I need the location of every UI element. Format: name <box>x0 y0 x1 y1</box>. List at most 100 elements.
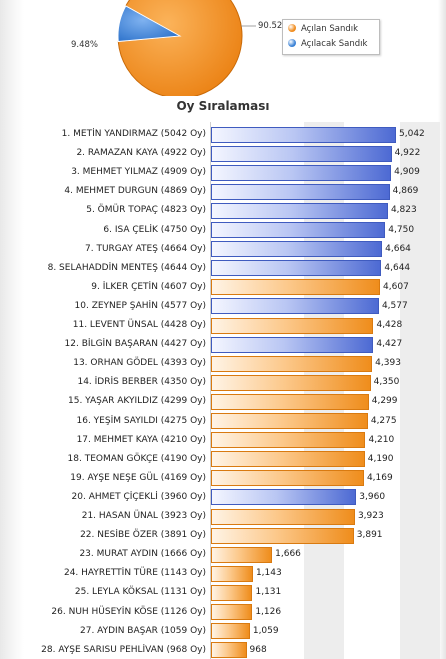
bar-value-label: 968 <box>249 644 267 655</box>
bar <box>211 489 357 506</box>
bar <box>211 183 390 200</box>
bar-value-label: 1,059 <box>252 625 279 636</box>
bar <box>211 222 386 238</box>
bar <box>211 298 379 315</box>
y-axis-line <box>210 122 211 659</box>
bar-label: 10. ZEYNEP ŞAHİN (4577 Oy) <box>74 300 206 311</box>
bar-value-label: 4,393 <box>375 358 401 369</box>
bar-label: 27. AYDIN BAŞAR (1059 Oy) <box>80 625 206 636</box>
legend-swatch-blue <box>288 39 296 47</box>
bar <box>211 317 374 334</box>
bar-label: 25. LEYLA KÖKSAL (1131 Oy) <box>74 587 206 598</box>
bar <box>211 336 374 353</box>
pie-label-opened: 90.52 <box>258 21 283 31</box>
bar-label: 4. MEHMET DURGUN (4869 Oy) <box>64 186 206 197</box>
pie-slice-opened <box>117 0 243 99</box>
bar-value-label: 1,126 <box>255 606 282 617</box>
bar-label: 1. METİN YANDIRMAZ (5042 Oy) <box>61 129 206 139</box>
bar-label: 8. SELAHADDİN MENTEŞ (4644 Oy) <box>47 262 206 273</box>
bar <box>211 642 247 659</box>
bar-label: 14. İDRİS BERBER (4350 Oy) <box>77 377 206 388</box>
bar <box>211 202 388 219</box>
bar-label: 2. RAMAZAN KAYA (4922 Oy) <box>76 148 206 159</box>
bar <box>211 393 369 410</box>
pie-chart-area: 90.52 9.48% Açılan Sandık Açılacak Sandı… <box>0 0 446 99</box>
bar-label: 13. ORHAN GÖDEL (4393 Oy) <box>73 358 206 369</box>
bar-value-label: 4,428 <box>376 320 403 330</box>
bar-value-label: 1,143 <box>255 568 282 579</box>
bar-label: 3. MEHMET YILMAZ (4909 Oy) <box>71 167 206 178</box>
chart-title: Oy Sıralaması <box>176 99 270 113</box>
bar <box>211 413 368 429</box>
bar-value-label: 4,577 <box>381 300 408 311</box>
bar-label: 23. MURAT AYDIN (1666 Oy) <box>79 549 206 560</box>
bar-label: 21. HASAN ÜNAL (3923 Oy) <box>81 511 206 521</box>
bar-value-label: 1,666 <box>275 549 301 560</box>
bar-label: 5. ÖMÜR TOPAÇ (4823 Oy) <box>86 205 206 216</box>
bar <box>211 432 366 449</box>
bar <box>211 565 253 582</box>
bar <box>211 279 381 296</box>
bar-value-label: 1,131 <box>255 587 282 598</box>
bar-label: 20. AHMET ÇİÇEKLİ (3960 Oy) <box>71 491 206 502</box>
page-left-shadow <box>0 0 24 659</box>
bar-label: 22. NESİBE ÖZER (3891 Oy) <box>80 530 206 541</box>
bar <box>211 546 273 563</box>
bar-value-label: 4,664 <box>385 243 411 254</box>
bar-label: 7. TURGAY ATEŞ (4664 Oy) <box>85 243 206 254</box>
bar-value-label: 4,190 <box>367 453 394 464</box>
bar <box>211 508 355 525</box>
bar-value-label: 4,823 <box>390 205 417 216</box>
bar-value-label: 4,909 <box>394 167 420 178</box>
legend-item-opened: Açılan Sandık <box>288 23 358 35</box>
bar-value-label: 4,350 <box>373 377 400 388</box>
pie-slice-pending <box>117 5 182 43</box>
bar-label: 17. MEHMET KAYA (4210 Oy) <box>76 434 206 445</box>
bar-value-label: 3,960 <box>359 491 386 502</box>
page-right-edge <box>438 0 446 659</box>
bar-value-label: 5,042 <box>399 129 425 139</box>
bar <box>211 623 250 640</box>
bar <box>211 164 392 181</box>
bar <box>211 241 383 258</box>
bar-label: 11. LEVENT ÜNSAL (4428 Oy) <box>72 320 206 330</box>
bar-value-label: 4,427 <box>376 339 403 350</box>
bar <box>211 260 382 277</box>
bar-value-label: 4,922 <box>394 148 421 159</box>
bar <box>211 374 371 391</box>
bar-label: 16. YEŞİM SAYILDI (4275 Oy) <box>76 415 207 426</box>
legend-label-opened: Açılan Sandık <box>301 24 359 34</box>
legend-item-pending: Açılacak Sandık <box>288 38 367 50</box>
bar-value-label: 3,891 <box>356 530 383 541</box>
bar-value-label: 4,869 <box>392 186 419 197</box>
bar-value-label: 4,750 <box>388 224 415 235</box>
grid-band <box>400 122 440 659</box>
pie-label-pending: 9.48% <box>71 40 99 50</box>
bar-value-label: 4,607 <box>383 281 409 292</box>
bar-label: 28. AYŞE SARISU PEHLİVAN (968 Oy) <box>41 644 206 655</box>
bar-label: 24. HAYRETTİN TÜRE (1143 Oy) <box>63 568 206 579</box>
bar-value-label: 3,923 <box>357 511 384 521</box>
bar <box>211 584 253 601</box>
bar <box>211 355 373 372</box>
bar-value-label: 4,299 <box>371 396 398 407</box>
bar <box>211 604 253 620</box>
bar-value-label: 4,275 <box>370 415 397 426</box>
bar-value-label: 4,210 <box>368 434 395 445</box>
bar <box>211 470 364 487</box>
pie-chart <box>117 0 256 99</box>
bar-label: 18. TEOMAN GÖKÇE (4190 Oy) <box>67 453 206 464</box>
bar <box>211 527 354 544</box>
pie-legend: Açılan Sandık Açılacak Sandık <box>282 19 380 55</box>
bar-value-label: 4,644 <box>384 262 411 273</box>
legend-label-pending: Açılacak Sandık <box>301 39 368 49</box>
bar <box>211 126 396 143</box>
bar-label: 9. İLKER ÇETİN (4607 Oy) <box>91 281 206 292</box>
bar <box>211 145 392 162</box>
legend-swatch-orange <box>288 24 296 32</box>
bar-value-label: 4,169 <box>366 472 393 483</box>
bar-label: 12. BİLGİN BAŞARAN (4427 Oy) <box>64 339 206 350</box>
bar <box>211 451 365 468</box>
bar-label: 19. AYŞE NEŞE GÜL (4169 Oy) <box>70 472 206 483</box>
